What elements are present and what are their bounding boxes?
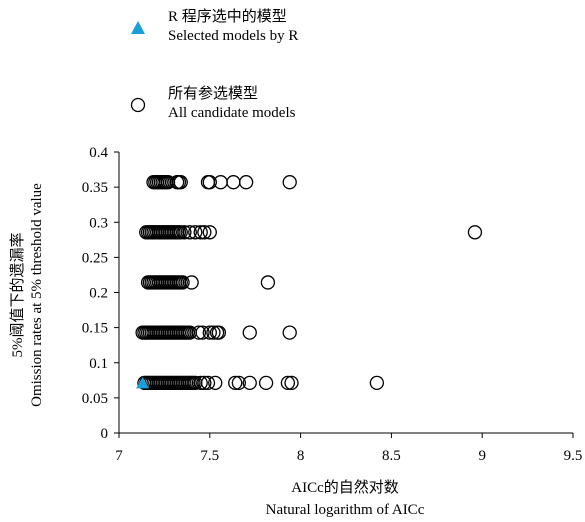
candidate-model-point — [175, 275, 190, 290]
triangle-marker-icon — [131, 21, 145, 34]
candidate-model-point — [260, 275, 276, 290]
candidate-model-point — [242, 325, 257, 340]
y-tick-label: 0.35 — [82, 180, 108, 196]
y-tick-label: 0.25 — [82, 250, 108, 266]
y-axis-title: 5%阈值下的遗漏率 Omission rates at 5% threshold… — [9, 145, 49, 445]
y-tick-label: 0.4 — [89, 145, 108, 161]
y-axis-title-en: Omission rates at 5% threshold value — [29, 183, 45, 407]
y-tick-label: 0.3 — [89, 215, 108, 231]
x-tick-label: 9 — [478, 448, 486, 464]
candidate-model-point — [202, 325, 217, 340]
x-tick-label: 7 — [115, 448, 123, 464]
y-axis-title-zh: 5%阈值下的遗漏率 — [10, 232, 26, 358]
candidate-model-point — [284, 375, 299, 390]
x-tick-label: 9.5 — [564, 448, 583, 464]
candidate-model-point — [369, 375, 385, 390]
y-tick-label: 0.2 — [89, 286, 108, 302]
candidate-model-point — [173, 225, 188, 240]
candidate-model-point — [177, 225, 192, 240]
x-axis-title-zh: AICc的自然对数 — [291, 480, 399, 496]
candidate-model-point — [202, 225, 217, 240]
candidate-model-point — [211, 325, 227, 340]
candidate-model-point — [193, 225, 208, 240]
x-tick-label: 8.5 — [382, 448, 401, 464]
candidate-model-point — [197, 375, 212, 390]
y-tick-label: 0.05 — [82, 391, 108, 407]
tick-labels: 7 7.5 8 8.5 9 9.5 0 0.05 0.1 0.15 0.2 0.25 0.3 0.35 0.… — [82, 145, 583, 464]
x-axis-title-en: Natural logarithm of AICc — [265, 502, 425, 518]
candidate-model-point — [182, 225, 197, 240]
candidate-model-point — [195, 325, 210, 340]
y-tick-label: 0.15 — [82, 321, 108, 337]
candidate-model-point — [173, 175, 188, 190]
circle-marker-icon — [130, 97, 146, 113]
y-tick-label: 0 — [101, 426, 109, 442]
candidate-model-point — [197, 225, 212, 240]
x-tick-label: 8 — [297, 448, 305, 464]
candidate-model-point — [467, 225, 483, 240]
data-points — [135, 175, 483, 390]
y-tick-label: 0.1 — [89, 356, 108, 372]
candidate-model-point — [188, 225, 203, 240]
legend-label-all-en: All candidate models — [168, 105, 296, 121]
candidate-model-point — [238, 175, 254, 190]
candidate-model-point — [202, 175, 217, 190]
selected-model-point — [136, 376, 150, 389]
candidate-model-point — [200, 375, 216, 390]
candidate-model-point — [184, 275, 199, 290]
candidate-model-point — [193, 375, 208, 390]
candidate-model-point — [280, 375, 296, 390]
candidate-model-point — [231, 375, 247, 390]
candidate-model-point — [282, 175, 297, 190]
candidate-model-point — [191, 325, 207, 340]
x-tick-label: 7.5 — [200, 448, 219, 464]
candidate-model-point — [242, 375, 257, 390]
candidate-model-point — [258, 375, 274, 390]
candidate-model-point — [282, 325, 297, 340]
legend-label-selected-zh: R 程序选中的模型 — [168, 9, 287, 25]
candidate-model-point — [226, 175, 241, 190]
legend-label-selected-en: Selected models by R — [168, 28, 299, 44]
candidate-model-point — [206, 325, 221, 340]
candidate-model-point — [228, 375, 243, 390]
legend-label-all-zh: 所有参选模型 — [168, 86, 259, 102]
axes — [114, 151, 574, 438]
candidate-model-point — [208, 375, 223, 390]
